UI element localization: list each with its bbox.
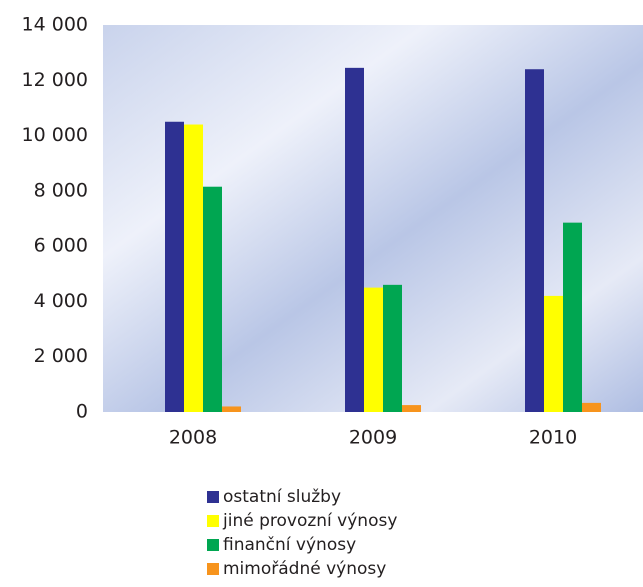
legend-label: ostatní služby <box>223 487 341 507</box>
bar <box>582 402 601 412</box>
bar <box>203 186 222 412</box>
x-tick-label: 2008 <box>169 427 217 449</box>
bar <box>525 69 544 412</box>
bar <box>184 124 203 412</box>
legend-swatch <box>207 539 219 551</box>
bar <box>544 295 563 412</box>
bar <box>165 121 184 412</box>
bar <box>563 222 582 412</box>
x-tick-label: 2009 <box>349 427 397 449</box>
y-tick-label: 14 000 <box>22 14 88 36</box>
y-tick-label: 6 000 <box>34 235 88 257</box>
bar <box>383 284 402 412</box>
legend-label: finanční výnosy <box>223 535 356 555</box>
y-tick-label: 8 000 <box>34 179 88 201</box>
legend-swatch <box>207 491 219 503</box>
bar <box>345 67 364 412</box>
bar <box>222 406 241 412</box>
y-tick-label: 2 000 <box>34 345 88 367</box>
legend-swatch <box>207 563 219 575</box>
y-tick-label: 12 000 <box>22 69 88 91</box>
y-tick-label: 4 000 <box>34 290 88 312</box>
bar <box>364 287 383 412</box>
x-tick-label: 2010 <box>529 427 577 449</box>
legend-swatch <box>207 515 219 527</box>
y-tick-label: 0 <box>76 401 88 423</box>
legend-label: mimořádné výnosy <box>223 559 386 579</box>
y-tick-label: 10 000 <box>22 124 88 146</box>
legend-label: jiné provozní výnosy <box>222 511 397 531</box>
bar <box>402 405 421 412</box>
